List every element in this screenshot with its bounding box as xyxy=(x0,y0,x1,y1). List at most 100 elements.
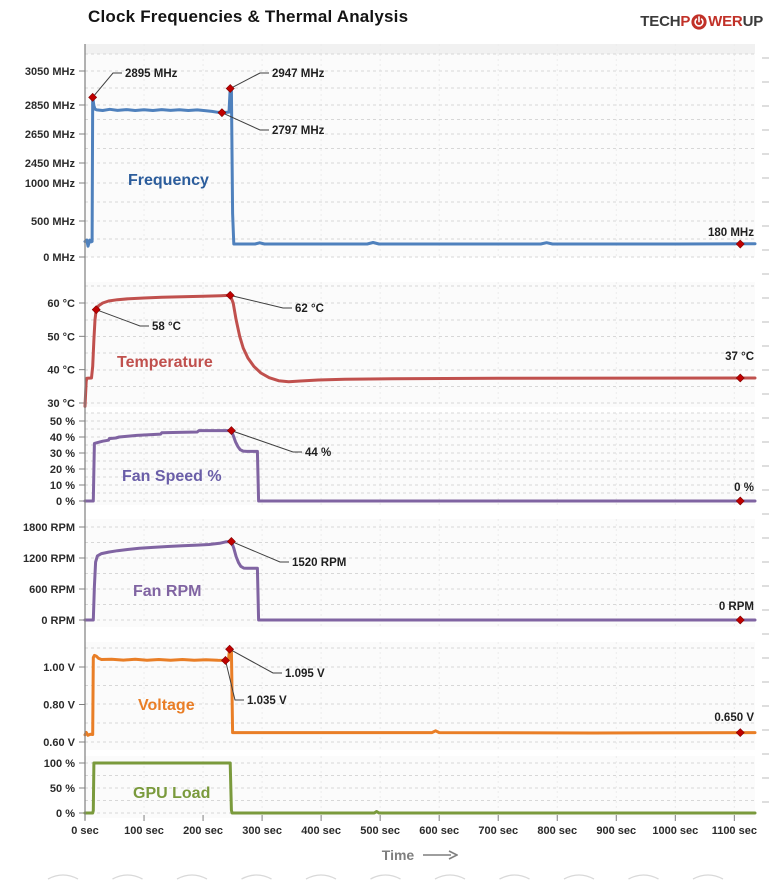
chart-label: GPU Load xyxy=(133,785,210,802)
annotation-label: 2895 MHz xyxy=(125,68,178,80)
y-tick-label: 50 % xyxy=(50,416,75,428)
y-tick-label: 600 RPM xyxy=(29,584,75,596)
x-tick-label: 900 sec xyxy=(596,825,636,837)
annotation-marker xyxy=(225,290,235,300)
logo-text-up: UP xyxy=(742,13,764,30)
gpu-load-series-line xyxy=(83,761,757,815)
arc-mark xyxy=(628,874,659,880)
arc-mark xyxy=(112,874,143,880)
annotation-marker xyxy=(91,305,101,315)
arc-mark xyxy=(47,874,79,880)
y-tick-label: 0 % xyxy=(56,496,75,508)
x-tick-label: 1100 sec xyxy=(712,825,757,837)
annotation-label: 0.650 V xyxy=(714,712,754,724)
arc-mark xyxy=(370,874,401,880)
x-tick-label: 800 sec xyxy=(537,825,577,837)
y-tick-label: 2850 MHz xyxy=(25,100,76,112)
frequency-chart: 3050 MHz 2850 MHz 2650 MHz 2450 MHz 1000 MHz… xyxy=(25,44,757,264)
y-tick-label: 500 MHz xyxy=(31,216,76,228)
x-tick-label: 600 sec xyxy=(419,825,459,837)
arc-mark xyxy=(499,874,530,880)
fan-speed-chart: 50 % 40 % 30 % 20 % 10 % 0 % Fan Speed % 44 % 0 … xyxy=(50,412,757,508)
annotation-leader xyxy=(229,648,282,674)
arc-mark xyxy=(305,874,337,880)
chart-label: Temperature xyxy=(117,354,213,371)
annotation-label: 37 °C xyxy=(725,351,754,363)
y-tick-label: 2450 MHz xyxy=(25,158,76,170)
y-tick-label: 0.60 V xyxy=(43,737,75,749)
annotation-marker xyxy=(217,108,227,118)
frequency-series-line xyxy=(83,87,757,248)
y-tick-label: 50 % xyxy=(50,783,75,795)
bottom-arc-decorations xyxy=(47,874,724,880)
arc-mark xyxy=(241,874,272,880)
x-tick-label: 100 sec xyxy=(124,825,164,837)
y-tick-label: 1800 RPM xyxy=(23,522,75,534)
chart-label: Fan Speed % xyxy=(122,468,222,485)
logo-text-wer: WER xyxy=(708,13,743,30)
chart-label: Fan RPM xyxy=(133,583,201,600)
chart-label: Voltage xyxy=(138,697,195,714)
annotation-marker xyxy=(221,656,230,665)
logo-text-p: P xyxy=(680,13,691,30)
y-tick-label: 0 MHz xyxy=(43,252,75,264)
annotation-marker xyxy=(88,92,98,102)
annotation-leader xyxy=(221,112,269,131)
annotation-leader xyxy=(225,660,244,701)
x-tick-label: 700 sec xyxy=(478,825,518,837)
annotation-label: 1520 RPM xyxy=(292,557,346,569)
y-tick-label: 2650 MHz xyxy=(25,129,76,141)
annotation-marker xyxy=(735,728,745,738)
y-tick-label: 100 % xyxy=(44,758,75,770)
annotation-marker xyxy=(226,426,236,436)
plot-top-band xyxy=(85,44,755,54)
annotation-marker xyxy=(735,615,745,625)
arc-mark xyxy=(692,874,724,880)
annotation-leader xyxy=(231,430,302,453)
y-tick-label: 10 % xyxy=(50,480,75,492)
voltage-chart: 1.00 V 0.80 V 0.60 V Voltage 1.095 V 1.035 V 0… xyxy=(43,642,757,750)
plot-area xyxy=(85,282,755,407)
y-tick-label: 1000 MHz xyxy=(25,178,76,190)
annotation-leader xyxy=(229,72,269,89)
arc-mark xyxy=(176,874,208,880)
chart-label: Frequency xyxy=(128,172,209,189)
annotation-marker xyxy=(735,496,745,506)
y-tick-label: 60 °C xyxy=(47,298,75,310)
annotation-marker xyxy=(735,373,745,383)
logo-text-tech: TECH xyxy=(640,13,681,30)
y-tick-label: 50 °C xyxy=(47,331,75,343)
annotation-leader xyxy=(92,72,122,98)
x-tick-label: 400 sec xyxy=(301,825,341,837)
annotation-label: 2797 MHz xyxy=(272,125,325,137)
annotation-leader xyxy=(231,541,289,563)
annotation-label: 0 % xyxy=(734,482,754,494)
x-axis-title-text: Time xyxy=(381,847,415,863)
plot-area xyxy=(85,756,755,818)
annotation-label: 1.095 V xyxy=(285,668,325,680)
annotation-label: 2947 MHz xyxy=(272,68,325,80)
arrow-right-icon xyxy=(423,850,459,860)
annotation-marker xyxy=(225,84,235,93)
annotation-label: 58 °C xyxy=(152,321,181,333)
y-tick-label: 30 °C xyxy=(47,398,75,410)
fan-speed-series-line xyxy=(83,429,757,503)
y-tick-label: 40 °C xyxy=(47,365,75,377)
annotation-leader xyxy=(230,294,292,309)
y-tick-label: 30 % xyxy=(50,448,75,460)
y-tick-label: 3050 MHz xyxy=(25,66,76,78)
x-tick-label: 0 sec xyxy=(71,825,99,837)
y-tick-label: 0 RPM xyxy=(41,615,75,627)
annotation-label: 1.035 V xyxy=(247,695,287,707)
annotation-leader xyxy=(96,309,149,327)
arc-mark xyxy=(563,874,595,880)
annotation-marker xyxy=(225,644,235,654)
x-tick-label: 200 sec xyxy=(183,825,223,837)
annotation-marker xyxy=(226,537,236,546)
y-tick-label: 40 % xyxy=(50,432,75,444)
annotation-label: 62 °C xyxy=(295,303,324,315)
x-axis: 0 sec 100 sec 200 sec 300 sec 400 sec 500 sec… xyxy=(71,815,757,837)
x-axis-title: Time xyxy=(85,847,755,863)
